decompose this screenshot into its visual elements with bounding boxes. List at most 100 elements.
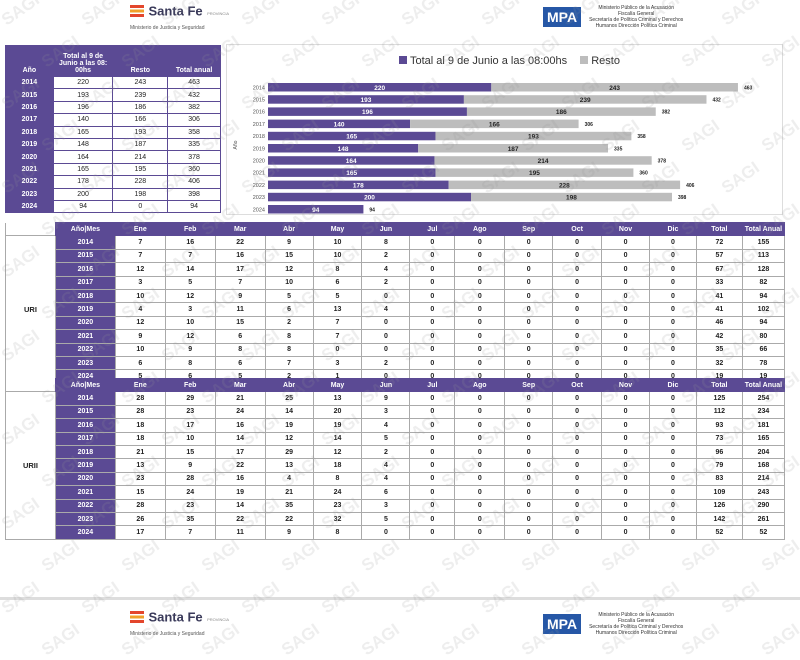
y-tick-label: 2024: [253, 207, 265, 213]
column-header: Jun: [361, 377, 411, 393]
table-cell: 28: [114, 391, 166, 406]
chart-plot: Año 2014 220 243 463 2015 193 239 432 2016 196 186 3…: [233, 83, 753, 214]
bar-data-label: 193: [361, 97, 372, 104]
table-cell: 12: [312, 444, 363, 460]
table-cell: 5: [361, 431, 411, 446]
year-cell: 2021: [54, 485, 116, 500]
table-cell: 23: [312, 498, 363, 513]
watermark-text: SAGI: [518, 535, 563, 576]
table-cell: 0: [649, 458, 697, 473]
table-cell: 0: [649, 471, 697, 487]
year-cell: 2020: [5, 150, 54, 164]
table-cell: 0: [454, 329, 506, 344]
year-cell: 2019: [5, 137, 54, 152]
total-data-label: 335: [614, 146, 623, 152]
year-cell: 2021: [54, 329, 116, 344]
table-cell: 0: [361, 525, 411, 540]
table-cell: 0: [409, 288, 456, 304]
table-cell: 14: [164, 262, 216, 277]
table-cell: 72: [695, 235, 743, 250]
table-cell: 0: [504, 288, 554, 304]
table-cell: 0: [454, 418, 506, 433]
year-cell: 2017: [5, 113, 54, 127]
table-cell: 3: [361, 404, 411, 420]
table-cell: 4: [361, 458, 411, 473]
column-header: Ene: [114, 377, 166, 393]
table-cell: 0: [409, 329, 456, 344]
table-cell: 0: [649, 342, 697, 357]
table-row: 2018 10 12 9 5 5 0 0 0 0 0 0 0 41 94: [6, 288, 786, 304]
table-cell: 254: [741, 391, 786, 406]
table-cell: 0: [601, 471, 650, 487]
table-cell: 29: [164, 391, 216, 406]
watermark-text: SAGI: [0, 0, 43, 30]
table-cell: 406: [167, 175, 221, 189]
column-header: Feb: [164, 221, 216, 237]
column-header: Total: [695, 377, 743, 393]
table-cell: 83: [695, 471, 743, 487]
total-data-label: 306: [585, 122, 594, 128]
table-cell: 198: [112, 187, 169, 201]
table-cell: 0: [601, 404, 650, 420]
table-cell: 0: [601, 302, 650, 317]
table-cell: 10: [312, 235, 363, 250]
table-cell: 15: [214, 315, 266, 331]
column-header: Sep: [504, 221, 554, 237]
table-cell: 4: [361, 302, 411, 317]
table-cell: 17: [164, 418, 216, 433]
table-cell: 24: [214, 404, 266, 420]
table-cell: 0: [409, 525, 456, 540]
mpa-line: Humanos Dirección Política Criminal: [595, 23, 677, 29]
table-cell: 0: [552, 404, 603, 420]
table-cell: 0: [504, 511, 554, 527]
table-row: 2020 23 28 16 4 8 4 0 0 0 0 0 0 83 214: [6, 471, 786, 487]
table-cell: 16: [214, 471, 266, 487]
table-cell: 66: [741, 342, 786, 357]
column-header: Mar: [214, 221, 266, 237]
table-cell: 109: [695, 485, 743, 500]
watermark-text: SAGI: [78, 0, 123, 30]
bar-data-label: 239: [580, 97, 591, 104]
bar-data-label: 140: [334, 121, 345, 128]
table-cell: 0: [504, 418, 554, 433]
table-row: 2019 13 9 22 13 18 4 0 0 0 0 0 0 79 168: [6, 458, 786, 473]
table-cell: 140: [52, 113, 114, 127]
table-cell: 0: [552, 458, 603, 473]
year-cell: 2015: [5, 88, 54, 102]
total-data-label: 360: [639, 171, 648, 177]
column-header: Total: [695, 221, 743, 237]
table-cell: 0: [601, 458, 650, 473]
bar-data-label: 164: [346, 158, 357, 165]
table-cell: 0: [454, 235, 506, 250]
bar-resto: [466, 107, 656, 116]
table-cell: 2: [361, 355, 411, 371]
urii-table: Año|Mes Ene Feb Mar Abr May Jun Jul Ago Sep Oct Nov…: [5, 377, 786, 540]
table-cell: 0: [454, 248, 506, 264]
table-cell: 93: [695, 418, 743, 433]
table-cell: 32: [312, 511, 363, 527]
bar-data-label: 228: [559, 182, 570, 189]
watermark-text: SAGI: [598, 535, 643, 576]
mpa-line: Humanos Dirección Política Criminal: [595, 630, 677, 636]
year-cell: 2018: [5, 125, 54, 139]
table-cell: 0: [409, 391, 456, 406]
year-cell: 2017: [54, 275, 116, 290]
footer-santa-fe-logo: Santa Fe PROVINCIA Ministerio de Justici…: [130, 608, 229, 637]
table-cell: 19: [264, 418, 314, 433]
table-row: 2022 178 228 406: [5, 175, 221, 189]
table-cell: 94: [52, 199, 114, 214]
table-row: 2023 200 198 398: [5, 187, 221, 201]
unit-label: URI: [5, 235, 56, 384]
table-row: 2017 18 10 14 12 14 5 0 0 0 0 0 0 73 165: [6, 431, 786, 446]
table-cell: 35: [164, 511, 216, 527]
year-cell: 2022: [5, 175, 54, 189]
table-cell: 0: [552, 418, 603, 433]
table-cell: 0: [649, 235, 697, 250]
table-cell: 0: [649, 355, 697, 371]
table-cell: 2: [361, 444, 411, 460]
mpa-line: Fiscalía General: [617, 11, 655, 17]
table-cell: 0: [504, 315, 554, 331]
table-cell: 25: [264, 391, 314, 406]
bar-total: [268, 119, 411, 129]
mpa-line: Secretaría de Política Criminal y Derech…: [589, 17, 684, 23]
